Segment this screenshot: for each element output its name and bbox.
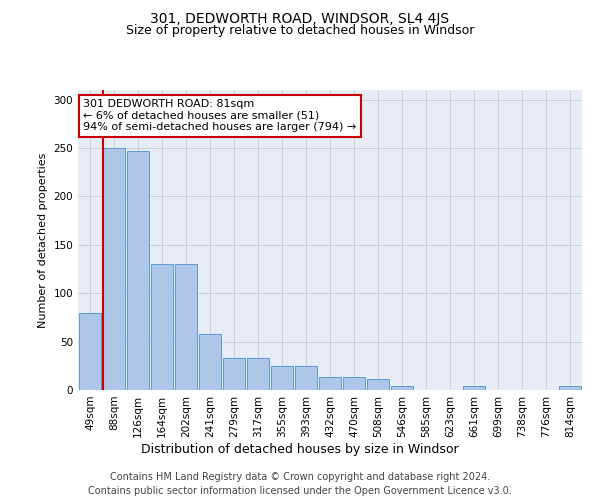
Text: 301, DEDWORTH ROAD, WINDSOR, SL4 4JS: 301, DEDWORTH ROAD, WINDSOR, SL4 4JS bbox=[151, 12, 449, 26]
Bar bbox=[103, 148, 125, 390]
Bar bbox=[367, 380, 389, 390]
Bar bbox=[391, 386, 413, 390]
Bar bbox=[127, 151, 149, 390]
Bar bbox=[175, 264, 197, 390]
Bar bbox=[151, 264, 173, 390]
Text: Distribution of detached houses by size in Windsor: Distribution of detached houses by size … bbox=[141, 442, 459, 456]
Bar bbox=[247, 358, 269, 390]
Text: 301 DEDWORTH ROAD: 81sqm
← 6% of detached houses are smaller (51)
94% of semi-de: 301 DEDWORTH ROAD: 81sqm ← 6% of detache… bbox=[83, 99, 356, 132]
Bar bbox=[271, 366, 293, 390]
Bar bbox=[223, 358, 245, 390]
Text: Contains HM Land Registry data © Crown copyright and database right 2024.: Contains HM Land Registry data © Crown c… bbox=[110, 472, 490, 482]
Bar bbox=[319, 378, 341, 390]
Bar bbox=[79, 312, 101, 390]
Text: Size of property relative to detached houses in Windsor: Size of property relative to detached ho… bbox=[126, 24, 474, 37]
Bar bbox=[199, 334, 221, 390]
Bar bbox=[295, 366, 317, 390]
Y-axis label: Number of detached properties: Number of detached properties bbox=[38, 152, 48, 328]
Bar bbox=[343, 378, 365, 390]
Bar bbox=[463, 386, 485, 390]
Bar bbox=[559, 386, 581, 390]
Text: Contains public sector information licensed under the Open Government Licence v3: Contains public sector information licen… bbox=[88, 486, 512, 496]
